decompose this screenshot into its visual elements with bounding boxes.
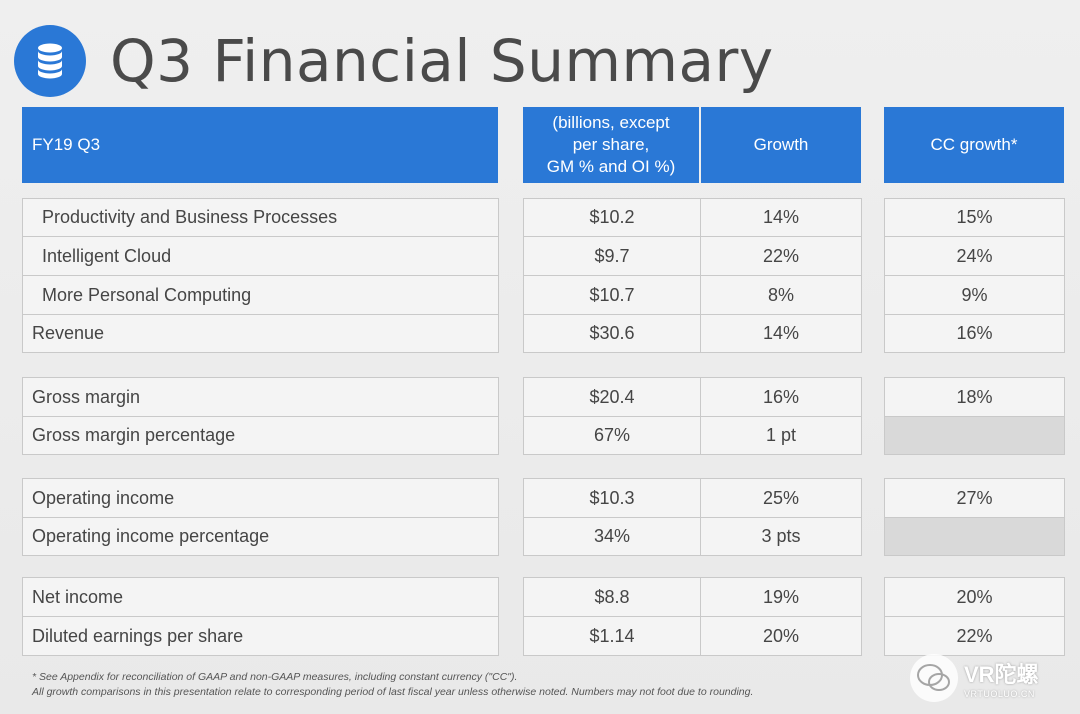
row-cc-growth: 22% bbox=[884, 616, 1065, 656]
row-value: $10.7 bbox=[523, 275, 701, 315]
row-growth: 14% bbox=[700, 198, 862, 237]
row-label: Intelligent Cloud bbox=[22, 236, 499, 276]
row-label: Productivity and Business Processes bbox=[22, 198, 499, 237]
row-growth: 25% bbox=[700, 478, 862, 518]
row-label: Gross margin percentage bbox=[22, 416, 499, 455]
row-cc-growth: 15% bbox=[884, 198, 1065, 237]
page-title: Q3 Financial Summary bbox=[110, 27, 774, 95]
row-growth: 22% bbox=[700, 236, 862, 276]
row-value: $9.7 bbox=[523, 236, 701, 276]
row-label: Net income bbox=[22, 577, 499, 617]
row-cc-growth: 18% bbox=[884, 377, 1065, 417]
row-value: 34% bbox=[523, 517, 701, 556]
header-period: FY19 Q3 bbox=[22, 107, 498, 183]
row-label: Revenue bbox=[22, 314, 499, 353]
row-value: 67% bbox=[523, 416, 701, 455]
wechat-icon bbox=[910, 654, 958, 702]
row-value: $30.6 bbox=[523, 314, 701, 353]
row-cc-growth-blank bbox=[884, 416, 1065, 455]
row-label: Operating income bbox=[22, 478, 499, 518]
row-label: Diluted earnings per share bbox=[22, 616, 499, 656]
row-cc-growth: 9% bbox=[884, 275, 1065, 315]
row-value: $8.8 bbox=[523, 577, 701, 617]
footnote-2: All growth comparisons in this presentat… bbox=[32, 686, 754, 698]
row-growth: 3 pts bbox=[700, 517, 862, 556]
row-cc-growth: 27% bbox=[884, 478, 1065, 518]
row-value: $10.2 bbox=[523, 198, 701, 237]
row-label: Operating income percentage bbox=[22, 517, 499, 556]
row-label: More Personal Computing bbox=[22, 275, 499, 315]
row-label: Gross margin bbox=[22, 377, 499, 417]
database-icon bbox=[14, 25, 86, 97]
footnote-1: * See Appendix for reconciliation of GAA… bbox=[32, 671, 518, 683]
watermark: VR陀螺 VRTUOLUO.CN bbox=[910, 648, 1070, 708]
row-growth: 14% bbox=[700, 314, 862, 353]
watermark-url: VRTUOLUO.CN bbox=[964, 689, 1035, 699]
header-cc-growth: CC growth* bbox=[884, 107, 1064, 183]
row-value: $10.3 bbox=[523, 478, 701, 518]
row-cc-growth-blank bbox=[884, 517, 1065, 556]
row-value: $1.14 bbox=[523, 616, 701, 656]
row-value: $20.4 bbox=[523, 377, 701, 417]
row-cc-growth: 16% bbox=[884, 314, 1065, 353]
row-growth: 16% bbox=[700, 377, 862, 417]
row-cc-growth: 20% bbox=[884, 577, 1065, 617]
row-growth: 19% bbox=[700, 577, 862, 617]
row-growth: 8% bbox=[700, 275, 862, 315]
row-growth: 20% bbox=[700, 616, 862, 656]
row-cc-growth: 24% bbox=[884, 236, 1065, 276]
row-growth: 1 pt bbox=[700, 416, 862, 455]
header-growth: Growth bbox=[701, 107, 861, 183]
header-billions: (billions, except per share, GM % and OI… bbox=[523, 107, 699, 183]
watermark-text: VR陀螺 bbox=[964, 662, 1039, 687]
